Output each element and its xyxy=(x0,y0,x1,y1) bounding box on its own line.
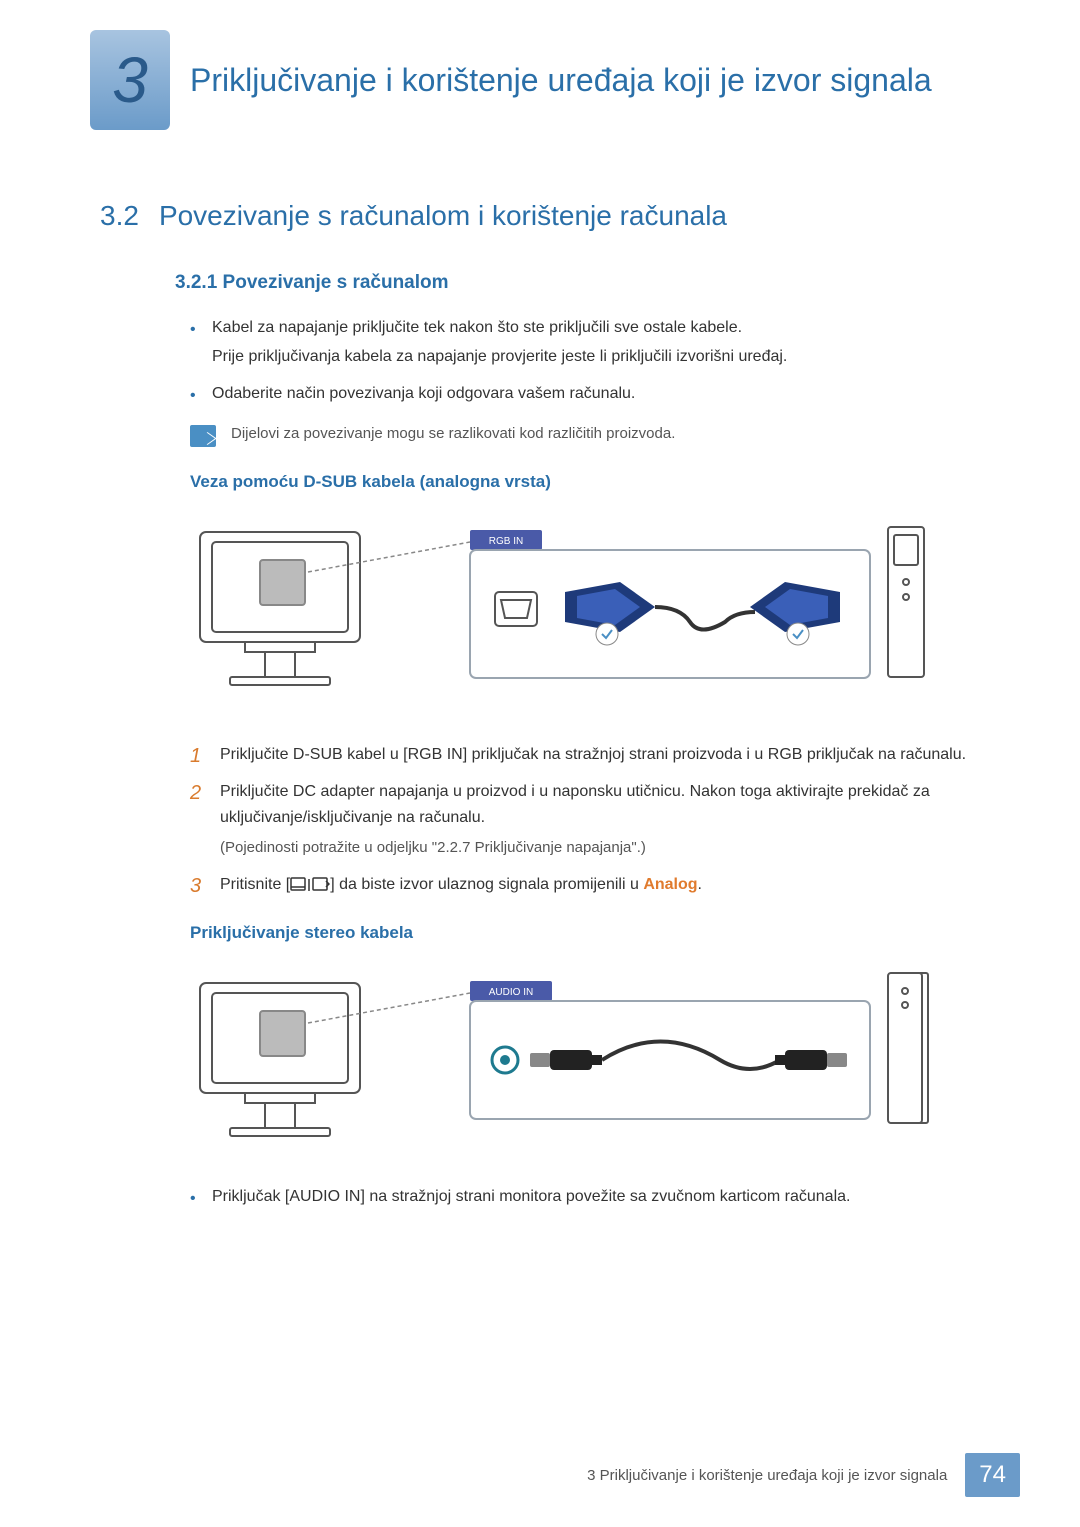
step-text: Priključite D-SUB kabel u [RGB IN] prikl… xyxy=(220,746,966,763)
section-heading: 3.2 Povezivanje s računalom i korištenje… xyxy=(100,200,980,232)
step-text-pre: Pritisnite [ xyxy=(220,876,290,893)
list-item: Kabel za napajanje priključite tek nakon… xyxy=(190,314,980,341)
note-row: Dijelovi za povezivanje mogu se razlikov… xyxy=(190,423,980,447)
note-icon xyxy=(190,425,216,447)
port-label: RGB IN xyxy=(489,536,523,547)
list-item: 2 Priključite DC adapter napajanja u pro… xyxy=(190,779,980,860)
list-item: Prije priključivanja kabela za napajanje… xyxy=(190,343,980,370)
audio-heading: Priključivanje stereo kabela xyxy=(190,923,980,943)
step-text: Priključite DC adapter napajanja u proiz… xyxy=(220,783,930,826)
list-item: 3 Pritisnite [] da biste izvor ulaznog s… xyxy=(190,872,980,898)
dsub-diagram: RGB IN xyxy=(190,512,930,712)
chapter-title: Priključivanje i korištenje uređaja koji… xyxy=(190,61,932,99)
list-item: 1 Priključite D-SUB kabel u [RGB IN] pri… xyxy=(190,742,980,768)
page-footer: 3 Priključivanje i korištenje uređaja ko… xyxy=(587,1453,1020,1497)
step-number: 3 xyxy=(190,870,201,902)
chapter-number: 3 xyxy=(112,43,148,117)
dsub-heading: Veza pomoću D-SUB kabela (analogna vrsta… xyxy=(190,472,980,492)
bullet-list-b: Priključak [AUDIO IN] na stražnjoj stran… xyxy=(190,1183,980,1210)
port-label-audio: AUDIO IN xyxy=(489,987,533,998)
analog-label: Analog xyxy=(643,876,697,893)
section-title: Povezivanje s računalom i korištenje rač… xyxy=(159,200,727,232)
note-text: Dijelovi za povezivanje mogu se razlikov… xyxy=(231,423,675,446)
step-ref: (Pojedinosti potražite u odjeljku "2.2.7… xyxy=(220,836,980,860)
step-number: 1 xyxy=(190,740,201,772)
page-number: 74 xyxy=(965,1453,1020,1497)
bullet-list-a: Kabel za napajanje priključite tek nakon… xyxy=(190,314,980,408)
chapter-badge: 3 xyxy=(90,30,170,130)
audio-diagram: AUDIO IN xyxy=(190,963,930,1153)
steps-list: 1 Priključite D-SUB kabel u [RGB IN] pri… xyxy=(190,742,980,898)
subsection-title: 3.2.1 Povezivanje s računalom xyxy=(175,272,980,294)
step-text-post: ] da biste izvor ulaznog signala promije… xyxy=(330,876,643,893)
page-header: 3 Priključivanje i korištenje uređaja ko… xyxy=(0,0,1080,130)
step-number: 2 xyxy=(190,777,201,809)
footer-text: 3 Priključivanje i korištenje uređaja ko… xyxy=(587,1467,947,1484)
list-item: Odaberite način povezivanja koji odgovar… xyxy=(190,380,980,407)
page-content: 3.2 Povezivanje s računalom i korištenje… xyxy=(0,130,1080,1210)
source-icon xyxy=(290,877,330,893)
step-text-tail: . xyxy=(698,876,702,893)
section-number: 3.2 xyxy=(100,200,139,232)
list-item: Priključak [AUDIO IN] na stražnjoj stran… xyxy=(190,1183,980,1210)
